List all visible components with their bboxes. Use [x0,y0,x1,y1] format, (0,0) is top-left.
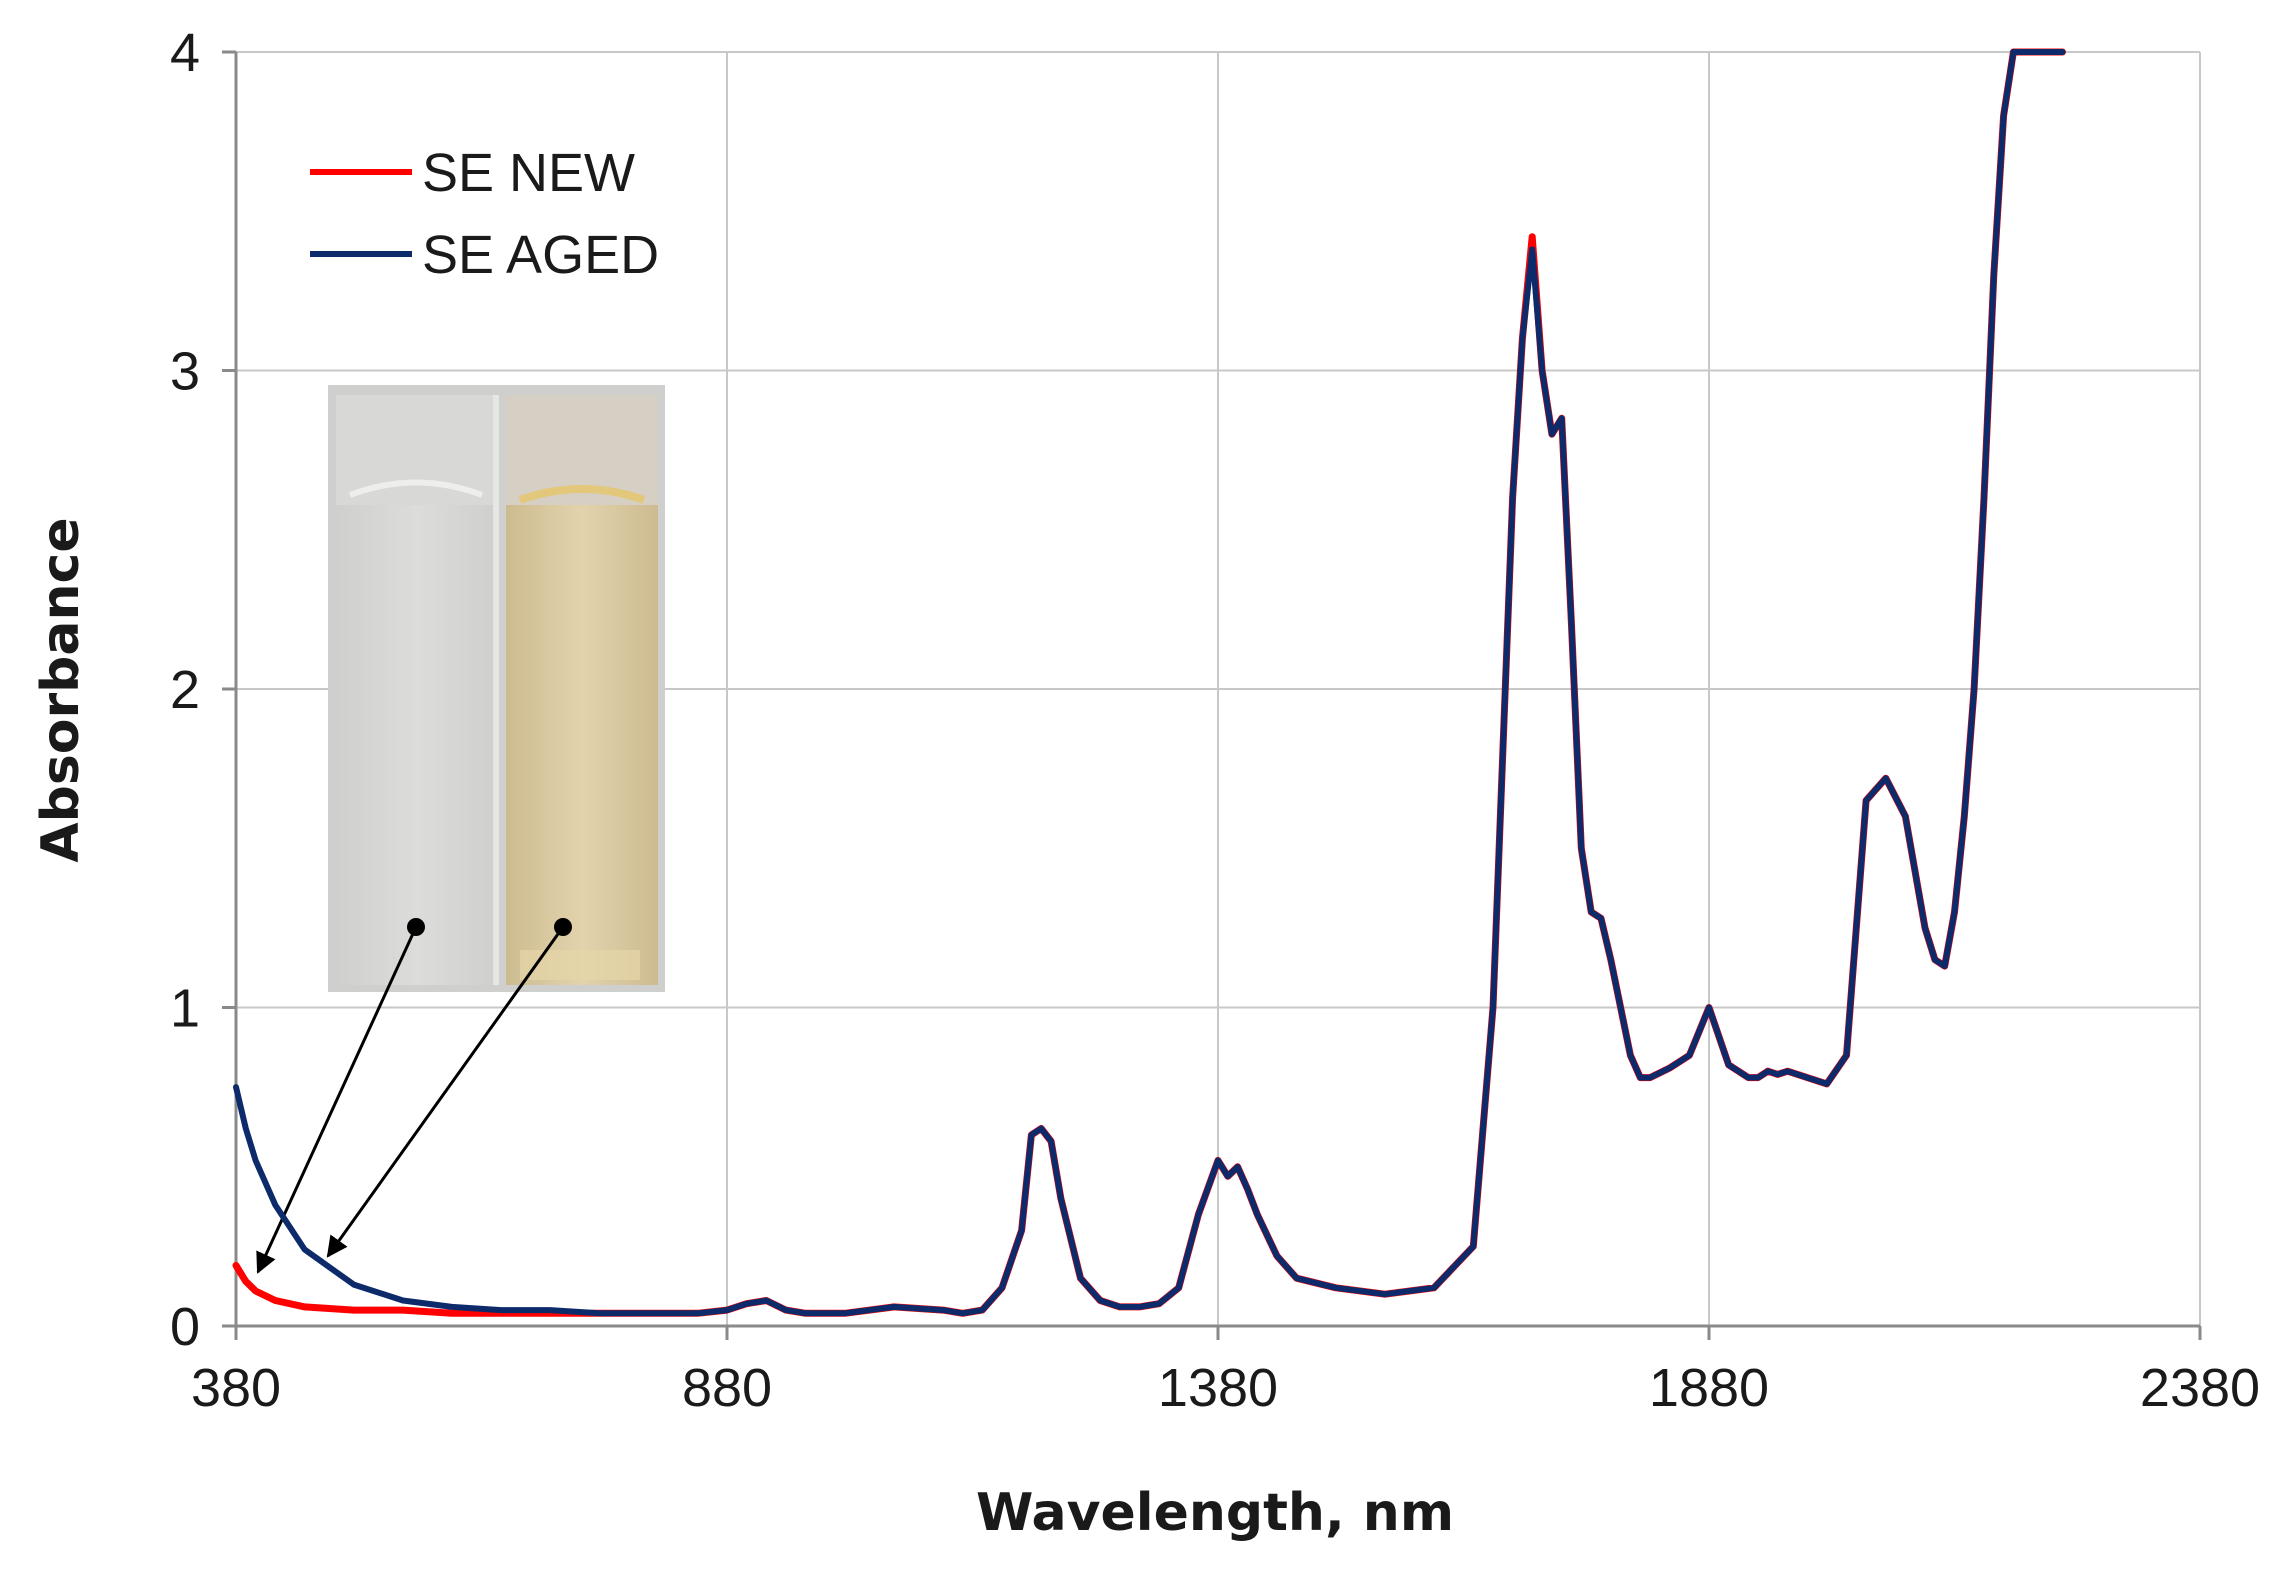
x-tick-label-0: 380 [191,1358,281,1418]
y-tick-label-1: 1 [170,979,200,1039]
x-axis-title: Wavelength, nm [976,1483,1454,1543]
series-line-se-aged [233,49,2066,1317]
y-tick-label-0: 0 [170,1297,200,1357]
legend: SE NEW SE AGED [310,143,659,285]
data-series [232,48,2066,1317]
arrow-aged [326,926,565,1258]
y-tick-label-3: 3 [170,342,200,402]
legend-label-se-aged: SE AGED [422,225,659,285]
axes [222,50,2202,1340]
y-tick-labels: 0 1 2 3 4 [170,23,200,1357]
y-tick-label-2: 2 [170,660,200,720]
x-tick-label-3: 1880 [1649,1358,1769,1418]
y-axis-title: Absorbance [31,517,91,862]
x-tick-label-1: 880 [682,1358,772,1418]
legend-label-se-new: SE NEW [422,143,635,203]
cuvette-new-top [336,395,496,505]
cuvette-photo-inset [328,385,665,992]
y-tick-label-4: 4 [170,23,200,83]
x-tick-label-2: 1380 [1158,1358,1278,1418]
x-tick-label-4: 2380 [2140,1358,2260,1418]
x-tick-labels: 380 880 1380 1880 2380 [191,1358,2260,1418]
